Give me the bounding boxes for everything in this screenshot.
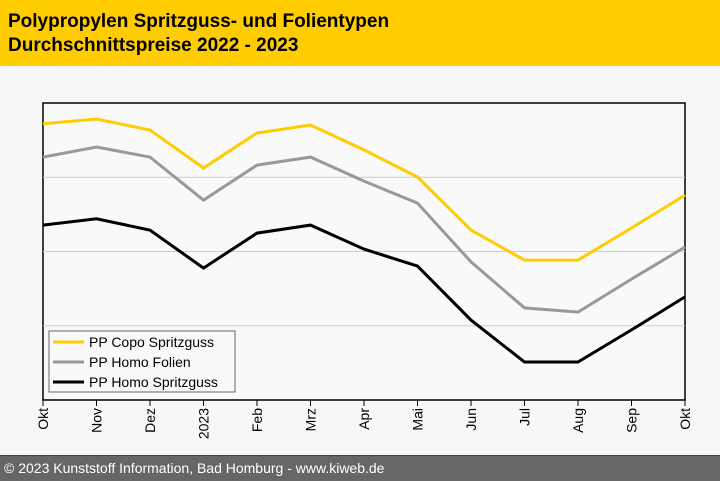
line-chart: Okt Nov Dez 2023 Feb Mrz Apr Mai Jun Jul Aug Sep Okt… [0, 66, 720, 455]
legend-label: PP Homo Spritzguss [89, 374, 218, 390]
x-tick-label: Feb [249, 408, 265, 432]
x-tick-label: Aug [570, 408, 586, 433]
copyright-text: © 2023 Kunststoff Information, Bad Hombu… [4, 460, 384, 476]
legend-label: PP Copo Spritzguss [89, 334, 214, 350]
x-tick-label: Nov [89, 408, 105, 433]
x-tick-label: Apr [356, 408, 372, 430]
x-tick-label: Okt [35, 408, 51, 430]
x-tick-label: Jun [463, 408, 479, 431]
chart-title: Polypropylen Spritzguss- und Folientypen [8, 11, 389, 33]
header-banner: Polypropylen Spritzguss- und Folientypen… [0, 0, 720, 66]
legend-label: PP Homo Folien [89, 354, 191, 370]
footer: © 2023 Kunststoff Information, Bad Hombu… [0, 455, 720, 481]
x-tick-label: Mrz [303, 408, 319, 431]
chart-subtitle: Durchschnittspreise 2022 - 2023 [8, 35, 298, 57]
x-tick-label: Sep [624, 408, 640, 433]
x-tick-label: Okt [677, 408, 693, 430]
x-tick-label: Jul [517, 408, 533, 426]
legend: PP Copo Spritzguss PP Homo Folien PP Homo … [49, 331, 235, 392]
x-tick-label: Dez [142, 408, 158, 433]
x-tick-label: Mai [410, 408, 426, 431]
x-tick-label: 2023 [196, 408, 212, 439]
